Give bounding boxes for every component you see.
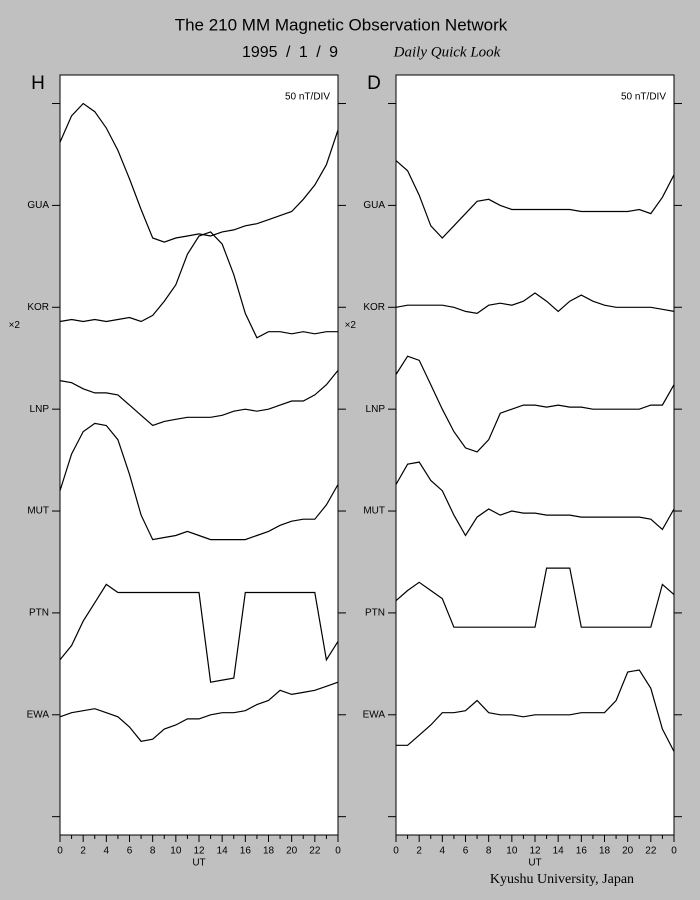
- y-tick-label: EWA: [27, 709, 50, 720]
- chart-title: The 210 MM Magnetic Observation Network: [175, 15, 508, 34]
- x-tick-label: 4: [440, 846, 446, 857]
- x-tick-label: 14: [553, 846, 565, 857]
- trace: [59, 102, 339, 243]
- x-axis-label: UT: [192, 858, 205, 869]
- x-tick-label: 6: [127, 846, 133, 857]
- trace: [395, 461, 675, 537]
- trace: [395, 292, 675, 315]
- x-tick-label: 0: [57, 846, 63, 857]
- x-tick-label: 0: [671, 846, 677, 857]
- x-axis-label: UT: [528, 858, 541, 869]
- x-tick-label: 10: [170, 846, 182, 857]
- x-tick-label: 8: [150, 846, 156, 857]
- footer: Kyushu University, Japan: [490, 872, 634, 887]
- y-tick-label: LNP: [366, 404, 386, 415]
- x-tick-label: 8: [486, 846, 492, 857]
- subtitle: Daily Quick Look: [393, 44, 501, 60]
- x-tick-label: 22: [645, 846, 657, 857]
- y-tick-label: LNP: [30, 404, 50, 415]
- y-tick-label: PTN: [29, 608, 49, 619]
- x-tick-label: 14: [217, 846, 229, 857]
- trace: [59, 422, 339, 541]
- scale-note: ×2: [9, 320, 21, 331]
- x-tick-label: 2: [416, 846, 422, 857]
- x-tick-label: 20: [622, 846, 634, 857]
- y-tick-label: KOR: [27, 302, 49, 313]
- x-tick-label: 20: [286, 846, 298, 857]
- x-tick-label: 16: [576, 846, 588, 857]
- x-tick-label: 10: [506, 846, 518, 857]
- scale-note: ×2: [345, 320, 357, 331]
- trace: [59, 231, 338, 339]
- trace: [59, 370, 339, 427]
- y-tick-label: GUA: [27, 200, 49, 211]
- y-tick-label: GUA: [363, 200, 385, 211]
- date: 1995 / 1 / 9: [242, 44, 338, 61]
- x-tick-label: 18: [263, 846, 275, 857]
- x-tick-label: 16: [240, 846, 252, 857]
- trace: [395, 160, 675, 239]
- scale-label: 50 nT/DIV: [621, 92, 666, 103]
- x-tick-label: 12: [529, 846, 541, 857]
- x-tick-label: 6: [463, 846, 469, 857]
- scale-label: 50 nT/DIV: [285, 92, 330, 103]
- y-tick-label: PTN: [365, 608, 385, 619]
- trace: [59, 583, 339, 683]
- x-tick-label: 0: [393, 846, 399, 857]
- x-tick-label: 4: [104, 846, 110, 857]
- plot-area: [59, 74, 339, 836]
- trace: [59, 681, 339, 742]
- trace: [395, 567, 675, 628]
- x-tick-label: 2: [80, 846, 86, 857]
- panel-title: H: [31, 73, 45, 94]
- trace: [396, 669, 675, 752]
- plot-area: [395, 74, 675, 836]
- x-tick-label: 12: [193, 846, 205, 857]
- panel-title: D: [367, 73, 381, 94]
- trace: [395, 355, 675, 453]
- y-tick-label: MUT: [27, 506, 49, 517]
- y-tick-label: KOR: [363, 302, 385, 313]
- y-tick-label: MUT: [363, 506, 385, 517]
- x-tick-label: 0: [335, 846, 341, 857]
- x-tick-label: 18: [599, 846, 611, 857]
- y-tick-label: EWA: [363, 709, 386, 720]
- x-tick-label: 22: [309, 846, 321, 857]
